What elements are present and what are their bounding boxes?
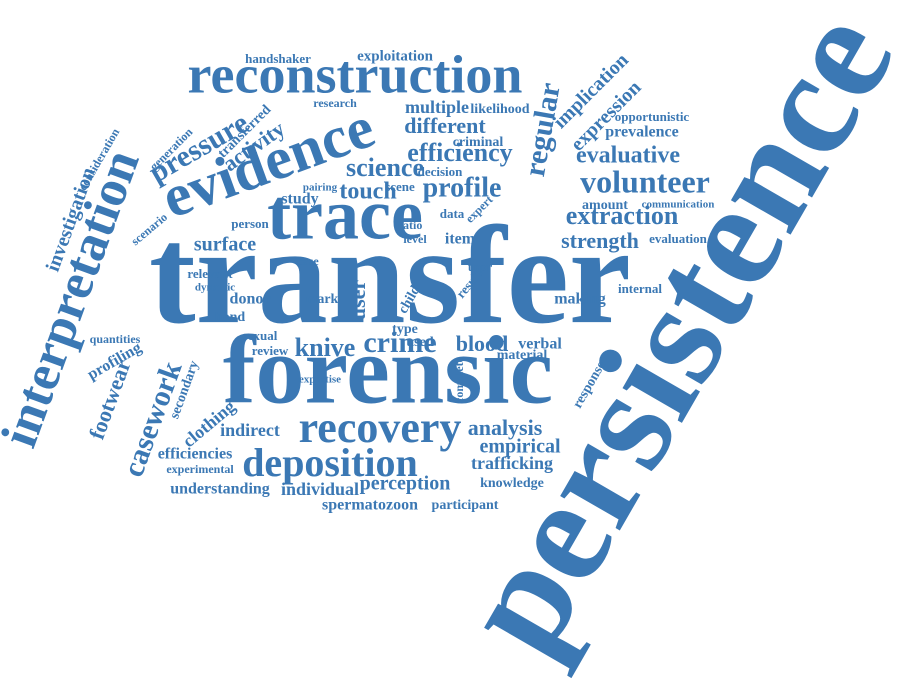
word: extraction bbox=[566, 201, 679, 230]
word: internal bbox=[618, 281, 662, 296]
word: sexual bbox=[243, 328, 278, 343]
word: dynamic bbox=[195, 282, 235, 294]
word: evaluative bbox=[576, 143, 680, 169]
word: experimental bbox=[166, 462, 234, 476]
word: touch bbox=[339, 179, 396, 205]
word: level bbox=[403, 232, 427, 246]
word: surface bbox=[194, 234, 256, 256]
word: decision bbox=[418, 164, 464, 179]
word: scene bbox=[385, 179, 415, 194]
word: pairing bbox=[303, 182, 338, 194]
word: complete bbox=[452, 356, 466, 403]
word: amount bbox=[582, 198, 628, 213]
word: making bbox=[554, 291, 606, 308]
word: handshaker bbox=[245, 51, 311, 66]
word: data bbox=[440, 206, 465, 221]
word: material bbox=[497, 348, 548, 363]
word: multiple bbox=[405, 97, 469, 117]
word: crime bbox=[363, 326, 436, 359]
word: exploitation bbox=[357, 48, 433, 64]
word: efficiency bbox=[407, 138, 512, 167]
word: trace bbox=[267, 175, 423, 255]
word: spermatozoon bbox=[322, 497, 418, 514]
word: ratio bbox=[398, 218, 423, 232]
word: efficiencies bbox=[158, 446, 233, 463]
word: knive bbox=[295, 333, 356, 362]
word: evaluation bbox=[649, 231, 708, 246]
word: individual bbox=[281, 479, 359, 499]
word: communication bbox=[642, 199, 715, 211]
word: volunteer bbox=[580, 163, 710, 199]
word: criminal bbox=[453, 135, 504, 150]
word: opportunistic bbox=[615, 109, 690, 124]
word: review bbox=[252, 343, 289, 358]
word: participant bbox=[432, 498, 499, 513]
word: reconstruction bbox=[188, 44, 523, 104]
word: regular bbox=[518, 80, 567, 179]
word: understanding bbox=[170, 481, 270, 498]
word: expertise bbox=[299, 374, 341, 386]
word: prevalence bbox=[605, 124, 678, 141]
word: blood bbox=[456, 331, 509, 356]
word: donor bbox=[230, 291, 271, 308]
word: hand bbox=[215, 310, 246, 325]
word: transfer bbox=[149, 198, 631, 353]
word: type bbox=[392, 322, 418, 337]
word: analysis bbox=[468, 415, 543, 440]
word: empirical bbox=[479, 436, 561, 458]
word: tppr bbox=[468, 259, 493, 274]
word: indirect bbox=[220, 420, 280, 440]
word: recovery bbox=[299, 403, 462, 452]
word: study bbox=[281, 191, 318, 208]
word: deposition bbox=[242, 440, 418, 485]
word: forensic bbox=[223, 316, 553, 424]
word: different bbox=[404, 113, 486, 138]
word: relevant bbox=[187, 266, 233, 281]
word: likelihood bbox=[470, 102, 529, 117]
word: person bbox=[231, 216, 269, 231]
word: quantities bbox=[90, 332, 141, 346]
word: knowledge bbox=[480, 476, 544, 491]
word: trafficking bbox=[471, 453, 553, 473]
word: verbal bbox=[518, 336, 562, 353]
word: perception bbox=[360, 473, 451, 495]
word: item bbox=[445, 231, 476, 248]
word: research bbox=[313, 96, 357, 110]
word: strength bbox=[561, 228, 639, 253]
word: user bbox=[345, 280, 370, 321]
word: profile bbox=[423, 172, 502, 203]
word: case bbox=[297, 254, 319, 268]
word: science bbox=[346, 153, 424, 182]
word: mark bbox=[306, 292, 339, 307]
word: used bbox=[406, 335, 433, 350]
